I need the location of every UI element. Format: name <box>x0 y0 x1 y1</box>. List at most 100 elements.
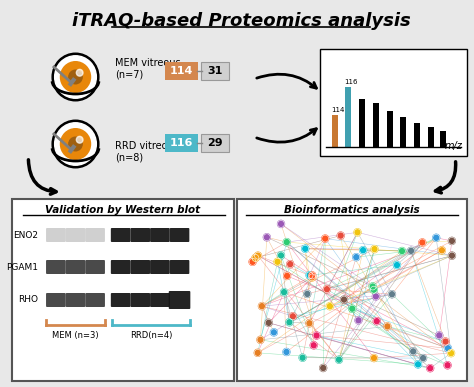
FancyBboxPatch shape <box>111 293 130 307</box>
FancyBboxPatch shape <box>66 228 85 242</box>
FancyBboxPatch shape <box>130 228 150 242</box>
Circle shape <box>286 319 293 326</box>
Circle shape <box>355 317 362 324</box>
Circle shape <box>447 349 455 357</box>
Circle shape <box>436 332 443 339</box>
Circle shape <box>249 259 256 265</box>
Circle shape <box>354 229 361 236</box>
FancyBboxPatch shape <box>150 293 170 307</box>
FancyBboxPatch shape <box>201 62 228 80</box>
Circle shape <box>448 252 456 259</box>
Circle shape <box>433 234 440 241</box>
Circle shape <box>304 290 310 298</box>
Text: RRD(n=4): RRD(n=4) <box>130 331 172 340</box>
Bar <box>373 103 379 147</box>
Circle shape <box>61 129 91 159</box>
Text: 114: 114 <box>331 107 344 113</box>
Circle shape <box>410 348 417 355</box>
Circle shape <box>55 123 96 165</box>
Circle shape <box>438 247 445 254</box>
Bar <box>428 127 434 147</box>
Circle shape <box>290 313 296 320</box>
FancyBboxPatch shape <box>201 134 228 152</box>
Circle shape <box>337 232 344 239</box>
Circle shape <box>310 342 317 349</box>
FancyBboxPatch shape <box>12 199 234 381</box>
Circle shape <box>371 246 378 253</box>
Text: PGAM1: PGAM1 <box>6 262 38 272</box>
Circle shape <box>283 239 290 246</box>
Circle shape <box>287 261 293 268</box>
Circle shape <box>389 291 395 298</box>
Circle shape <box>61 62 91 92</box>
Circle shape <box>255 252 262 259</box>
Text: iTRAQ-based Proteomics analysis: iTRAQ-based Proteomics analysis <box>72 12 411 30</box>
FancyBboxPatch shape <box>169 291 191 309</box>
Circle shape <box>255 349 261 356</box>
Circle shape <box>313 332 320 339</box>
FancyBboxPatch shape <box>85 260 105 274</box>
Circle shape <box>360 247 366 254</box>
FancyBboxPatch shape <box>150 228 170 242</box>
Circle shape <box>52 53 99 101</box>
Circle shape <box>442 338 449 345</box>
Circle shape <box>369 283 376 290</box>
Circle shape <box>415 361 421 368</box>
Circle shape <box>444 362 451 369</box>
Circle shape <box>76 69 83 76</box>
Circle shape <box>371 354 377 361</box>
Circle shape <box>399 248 405 255</box>
Circle shape <box>76 136 83 143</box>
FancyBboxPatch shape <box>66 293 85 307</box>
Circle shape <box>299 354 306 361</box>
Circle shape <box>427 365 434 372</box>
Circle shape <box>309 274 316 281</box>
Circle shape <box>419 354 427 361</box>
Text: ENO2: ENO2 <box>13 231 38 240</box>
Bar <box>332 115 337 147</box>
Text: MEM vitreous
(n=7): MEM vitreous (n=7) <box>115 58 181 80</box>
FancyBboxPatch shape <box>85 293 105 307</box>
FancyBboxPatch shape <box>170 260 189 274</box>
Text: Bioinformatics analysis: Bioinformatics analysis <box>284 205 420 215</box>
Circle shape <box>320 365 327 372</box>
Circle shape <box>52 120 99 168</box>
Circle shape <box>327 303 333 310</box>
Circle shape <box>283 348 290 356</box>
Circle shape <box>55 56 96 98</box>
Bar <box>387 111 392 147</box>
FancyBboxPatch shape <box>111 228 130 242</box>
Circle shape <box>258 303 265 310</box>
Circle shape <box>252 254 259 262</box>
Bar <box>414 123 420 147</box>
Circle shape <box>349 305 356 312</box>
Circle shape <box>323 286 330 293</box>
Text: RRD vitreous
(n=8): RRD vitreous (n=8) <box>115 141 179 163</box>
Text: m/z: m/z <box>444 141 462 151</box>
Circle shape <box>370 286 377 293</box>
Circle shape <box>322 235 328 242</box>
FancyBboxPatch shape <box>46 260 66 274</box>
Circle shape <box>69 70 82 84</box>
Circle shape <box>257 336 264 343</box>
Bar <box>346 87 351 147</box>
FancyBboxPatch shape <box>170 228 189 242</box>
Bar <box>401 117 406 147</box>
Circle shape <box>373 293 379 300</box>
Text: 116: 116 <box>170 138 193 148</box>
Circle shape <box>448 237 456 245</box>
Circle shape <box>264 234 270 241</box>
Circle shape <box>408 247 414 254</box>
FancyBboxPatch shape <box>165 62 198 80</box>
FancyBboxPatch shape <box>130 260 150 274</box>
Circle shape <box>274 258 281 265</box>
Text: 114: 114 <box>170 66 193 76</box>
Circle shape <box>283 272 291 279</box>
Text: 116: 116 <box>345 79 358 85</box>
FancyBboxPatch shape <box>85 228 105 242</box>
Text: 29: 29 <box>207 138 223 148</box>
Circle shape <box>445 345 451 352</box>
Circle shape <box>374 318 380 325</box>
Circle shape <box>336 356 342 363</box>
FancyBboxPatch shape <box>66 260 85 274</box>
